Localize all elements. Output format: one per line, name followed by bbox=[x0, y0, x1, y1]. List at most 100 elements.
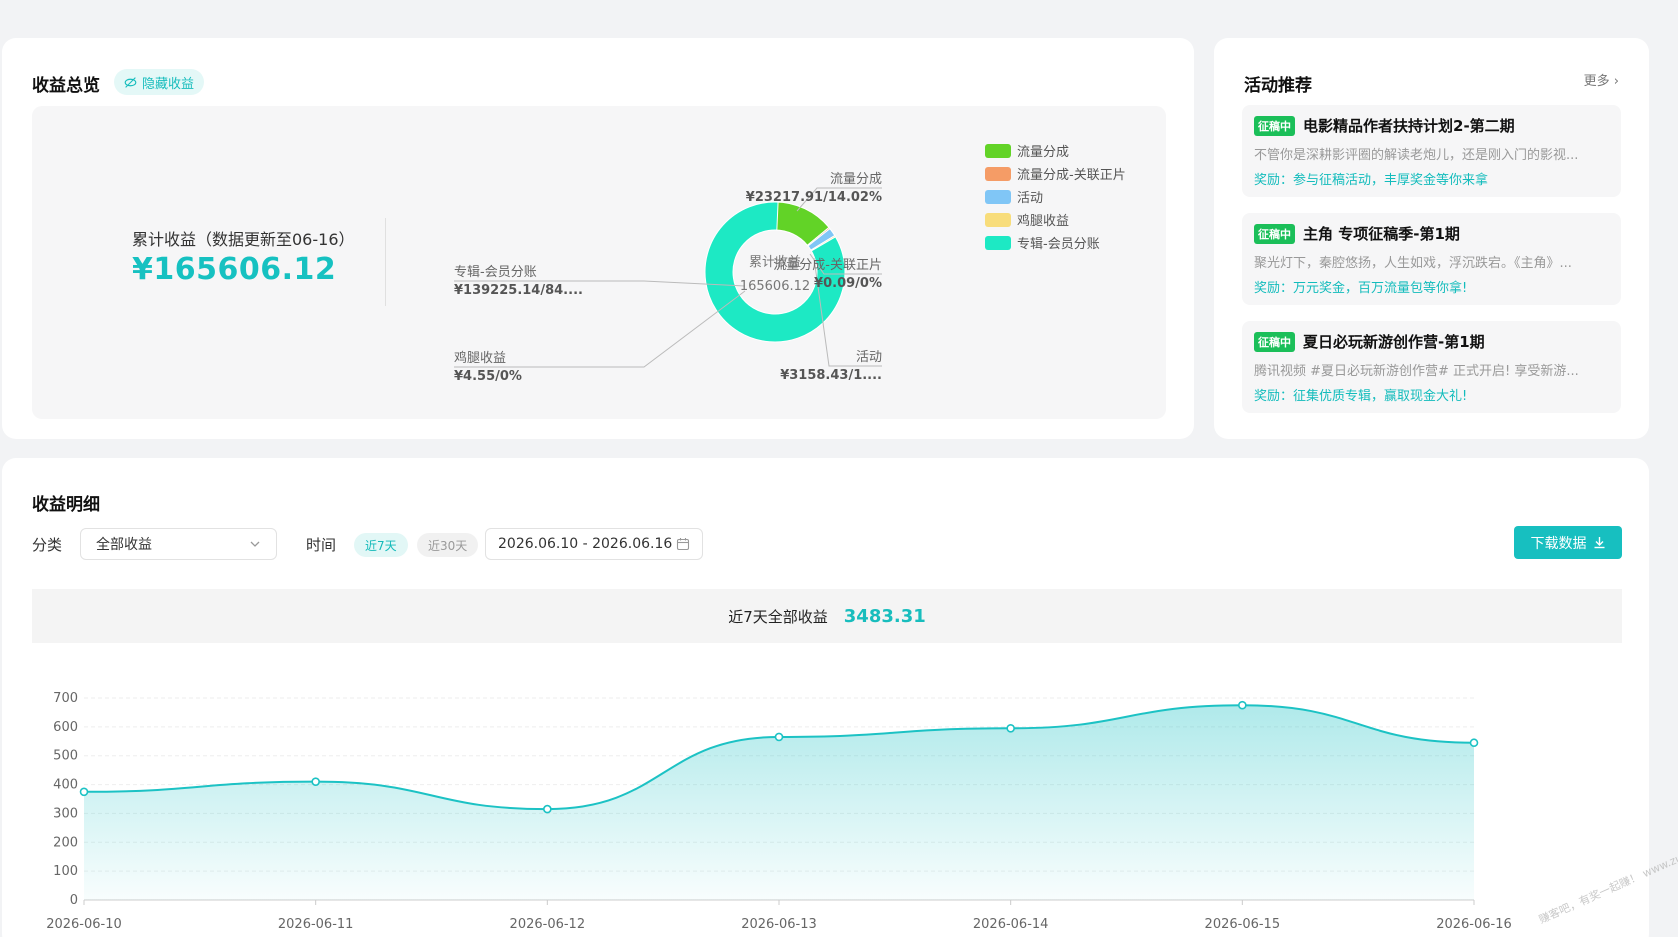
y-tick-label: 700 bbox=[53, 691, 78, 706]
data-point bbox=[543, 804, 552, 814]
value-album-member: ¥139225.14/84.... bbox=[454, 283, 583, 298]
date-range-picker[interactable]: 2026.06.10 - 2026.06.16 bbox=[485, 528, 703, 560]
activities-card: 活动推荐 更多 › 征稿中 电影精品作者扶持计划2-第二期 不管你是深耕影评圈的… bbox=[1214, 38, 1649, 439]
value-activity: ¥3158.43/1.... bbox=[780, 368, 882, 383]
label-activity: 活动 bbox=[856, 350, 882, 365]
legend-item-traffic-share[interactable]: 流量分成 bbox=[985, 141, 1069, 160]
value-drumstick: ¥4.55/0% bbox=[454, 369, 522, 384]
y-tick-label: 600 bbox=[53, 720, 78, 735]
activities-title: 活动推荐 bbox=[1244, 76, 1312, 96]
donut-slice bbox=[704, 201, 846, 343]
legend-label: 活动 bbox=[1017, 191, 1044, 206]
eye-off-icon bbox=[124, 76, 137, 88]
activity-desc: 不管你是深耕影评圈的解读老炮儿，还是刚入门的影视... bbox=[1254, 148, 1579, 163]
legend-swatch bbox=[985, 143, 1011, 158]
x-tick-label: 2026-06-10 bbox=[46, 917, 122, 932]
category-select[interactable]: 全部收益 bbox=[80, 528, 277, 560]
legend-swatch bbox=[985, 212, 1011, 227]
legend-item-traffic-related[interactable]: 流量分成-关联正片 bbox=[985, 164, 1126, 183]
donut-center-value: 165606.12 bbox=[740, 279, 810, 294]
earnings-donut-chart: 专辑-会员分账 ¥139225.14/84.... 鸡腿收益 ¥4.55/0% … bbox=[454, 172, 882, 384]
x-tick-label: 2026-06-14 bbox=[973, 917, 1049, 932]
more-label: 更多 bbox=[1583, 74, 1610, 89]
activity-item[interactable]: 征稿中 夏日必玩新游创作营-第1期 腾讯视频 #夏日必玩新游创作营# 正式开启!… bbox=[1242, 321, 1621, 413]
activity-reward: 奖励：万元奖金，百万流量包等你拿! bbox=[1254, 281, 1468, 296]
label-drumstick: 鸡腿收益 bbox=[454, 350, 506, 366]
overview-title: 收益总览 bbox=[32, 76, 100, 96]
chevron-right-icon: › bbox=[1613, 74, 1619, 89]
hide-earnings-toggle[interactable]: 隐藏收益 bbox=[114, 69, 205, 95]
activity-title: 夏日必玩新游创作营-第1期 bbox=[1303, 333, 1485, 351]
detail-title: 收益明细 bbox=[32, 495, 100, 515]
data-point bbox=[1469, 738, 1479, 748]
overview-card: 收益总览 隐藏收益 累计收益（数据更新至06-16） ¥165606.12 专辑… bbox=[2, 38, 1194, 439]
donut-center-label: 累计收益 bbox=[749, 255, 801, 270]
download-icon bbox=[1594, 537, 1604, 549]
activity-reward: 奖励：参与征稿活动，丰厚奖金等你来拿 bbox=[1254, 173, 1489, 188]
activity-desc: 腾讯视频 #夏日必玩新游创作营# 正式开启! 享受新游... bbox=[1254, 364, 1579, 379]
chevron-down-icon bbox=[250, 541, 260, 547]
legend-item-activity[interactable]: 活动 bbox=[985, 187, 1043, 206]
leader-line bbox=[796, 187, 882, 212]
data-point bbox=[79, 787, 89, 797]
label-traffic-share: 流量分成 bbox=[830, 172, 882, 187]
leader-line bbox=[454, 280, 746, 287]
overview-panel: 累计收益（数据更新至06-16） ¥165606.12 专辑-会员分账 ¥139… bbox=[32, 106, 1166, 419]
data-point bbox=[311, 777, 320, 786]
data-point bbox=[1238, 700, 1247, 710]
legend-item-album-member[interactable]: 专辑-会员分账 bbox=[985, 233, 1100, 252]
category-value: 全部收益 bbox=[96, 537, 152, 553]
y-tick-label: 100 bbox=[53, 864, 78, 879]
legend-item-drumstick[interactable]: 鸡腿收益 bbox=[985, 210, 1069, 229]
status-badge: 征稿中 bbox=[1254, 223, 1295, 244]
activity-item[interactable]: 征稿中 电影精品作者扶持计划2-第二期 不管你是深耕影评圈的解读老炮儿，还是刚入… bbox=[1242, 105, 1621, 197]
range-7-days[interactable]: 近7天 bbox=[354, 533, 408, 557]
value-traffic-share: ¥23217.91/14.02% bbox=[746, 190, 882, 205]
calendar-icon bbox=[676, 538, 690, 551]
date-range-value: 2026.06.10 - 2026.06.16 bbox=[498, 536, 673, 552]
y-tick-label: 300 bbox=[53, 806, 78, 821]
value-traffic-related: ¥0.09/0% bbox=[814, 276, 882, 291]
legend-swatch bbox=[985, 189, 1011, 204]
data-point bbox=[774, 732, 784, 742]
x-tick-label: 2026-06-12 bbox=[510, 917, 586, 932]
y-tick-label: 400 bbox=[53, 778, 78, 793]
activity-title: 主角 专项征稿季-第1期 bbox=[1303, 225, 1460, 243]
label-traffic-related: 流量分成-关联正片 bbox=[773, 258, 882, 273]
summary-value: 3483.31 bbox=[843, 605, 926, 627]
range-30-days[interactable]: 近30天 bbox=[417, 533, 479, 557]
legend-swatch bbox=[985, 166, 1011, 181]
summary-bar: 近7天全部收益 3483.31 bbox=[32, 589, 1622, 643]
total-earnings-value: ¥165606.12 bbox=[132, 252, 337, 287]
legend-label: 流量分成-关联正片 bbox=[1017, 168, 1126, 183]
more-link[interactable]: 更多 › bbox=[1584, 70, 1619, 89]
time-label: 时间 bbox=[306, 536, 337, 554]
legend-label: 鸡腿收益 bbox=[1017, 214, 1070, 229]
detail-card: 收益明细 分类 全部收益 时间 近7天 近30天 2026.06.10 - 20… bbox=[2, 458, 1649, 937]
hide-earnings-label: 隐藏收益 bbox=[142, 76, 195, 92]
x-tick-label: 2026-06-11 bbox=[278, 917, 354, 932]
area-fill bbox=[84, 705, 1474, 900]
download-label: 下载数据 bbox=[1530, 535, 1587, 552]
y-tick-label: 500 bbox=[53, 749, 78, 764]
leader-line bbox=[454, 290, 746, 368]
legend-label: 专辑-会员分账 bbox=[1017, 237, 1100, 252]
activity-title: 电影精品作者扶持计划2-第二期 bbox=[1303, 117, 1515, 135]
status-badge: 征稿中 bbox=[1254, 331, 1295, 352]
status-badge: 征稿中 bbox=[1254, 115, 1295, 136]
data-point bbox=[1006, 724, 1015, 733]
x-tick-label: 2026-06-15 bbox=[1205, 917, 1281, 932]
label-album-member: 专辑-会员分账 bbox=[454, 265, 537, 280]
y-tick-label: 0 bbox=[70, 893, 78, 908]
total-earnings-label: 累计收益（数据更新至06-16） bbox=[132, 230, 355, 249]
x-tick-label: 2026-06-13 bbox=[741, 917, 817, 932]
divider bbox=[385, 218, 386, 306]
summary-label: 近7天全部收益 bbox=[728, 607, 828, 626]
category-label: 分类 bbox=[32, 536, 63, 554]
earnings-line-chart: 0 100 200 300 400 500 600 700 2026-06-10 2026-06-… bbox=[46, 691, 1512, 932]
y-tick-label: 200 bbox=[53, 835, 78, 850]
download-data-button[interactable]: 下载数据 bbox=[1514, 526, 1622, 559]
x-tick-label: 2026-06-16 bbox=[1436, 917, 1512, 932]
activity-item[interactable]: 征稿中 主角 专项征稿季-第1期 聚光灯下，秦腔悠扬，人生如戏，浮沉跌宕。《主角… bbox=[1242, 213, 1621, 305]
legend-label: 流量分成 bbox=[1017, 145, 1070, 160]
